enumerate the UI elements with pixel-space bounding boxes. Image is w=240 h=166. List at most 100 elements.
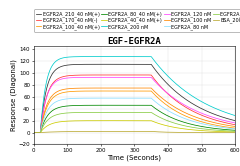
BSA_200nM bbox=[117, 130, 120, 132]
EGFR2A_100 nM bbox=[119, 87, 121, 89]
EGFR2A_40_40 nM(+) bbox=[218, 130, 221, 132]
EGFR2A_40 nM bbox=[117, 111, 120, 113]
Y-axis label: Response (Diagonal): Response (Diagonal) bbox=[11, 60, 17, 131]
EGFR2A_40_40 nM(+) bbox=[32, 131, 35, 133]
EGFR2A_100_40 nM(+) bbox=[32, 131, 35, 133]
EGFR2A_120 nM bbox=[32, 131, 35, 133]
X-axis label: Time (Seconds): Time (Seconds) bbox=[108, 154, 161, 161]
EGFR2A_200 nM bbox=[228, 113, 230, 115]
EGFR2A_80 nM bbox=[119, 97, 121, 99]
EGFR2A_40 nM bbox=[119, 111, 121, 113]
Line: EGFR2A_210_40 nM(+): EGFR2A_210_40 nM(+) bbox=[34, 64, 235, 132]
BSA_200nM bbox=[234, 131, 237, 133]
Line: EGFR2A_100 nM: EGFR2A_100 nM bbox=[34, 88, 235, 132]
EGFR2A_40 nM bbox=[228, 130, 230, 132]
EGFR2A_120 nM bbox=[234, 122, 237, 124]
EGFR2A_210_40 nM(+) bbox=[117, 63, 120, 65]
EGFR2A_100 nM bbox=[228, 124, 230, 126]
Title: EGF-EGFR2A: EGF-EGFR2A bbox=[108, 37, 161, 46]
EGFR2A_120 nM bbox=[128, 76, 131, 78]
EGFR2A_120 nM bbox=[117, 76, 120, 78]
EGFR2A_100 nM bbox=[179, 109, 181, 111]
EGFR2A_80_40 nM(+) bbox=[32, 131, 35, 133]
EGFR2A_100 nM bbox=[150, 87, 153, 89]
EGFR2A_40_40 nM(+) bbox=[128, 120, 131, 122]
EGFR2A_100_40 nM(+) bbox=[234, 127, 237, 129]
EGFR2A_100 nM bbox=[128, 87, 131, 89]
EGFR2A_170_40 nM(-) bbox=[218, 120, 221, 122]
EGFR2A_80 nM bbox=[150, 97, 153, 99]
EGFR2A_40 nM bbox=[179, 124, 181, 126]
EGFR2A_210_40 nM(+) bbox=[218, 115, 221, 117]
Legend: EGFR2A_210_40 nM(+), EGFR2A_170_40 nM(-), EGFR2A_100_40 nM(+), EGFR2A_80_40 nM(+: EGFR2A_210_40 nM(+), EGFR2A_170_40 nM(-)… bbox=[34, 9, 240, 32]
EGFR2A_40_40 nM(+) bbox=[117, 120, 120, 122]
Line: EGFR2A_40 nM: EGFR2A_40 nM bbox=[34, 112, 235, 132]
EGFR2A_80 nM bbox=[218, 126, 221, 128]
Line: EGFR2A_200 nM: EGFR2A_200 nM bbox=[34, 57, 235, 132]
EGFR2A_40_40 nM(+) bbox=[150, 120, 153, 122]
EGFR2A_170_40 nM(-) bbox=[32, 131, 35, 133]
Line: EGFR2A_120 nM: EGFR2A_120 nM bbox=[34, 77, 235, 132]
BSA_200nM bbox=[228, 131, 230, 133]
EGFR2A_170_40 nM(-) bbox=[234, 124, 237, 126]
EGFR2A_80_40 nM(+) bbox=[179, 120, 181, 122]
EGFR2A_210_40 nM(+) bbox=[128, 63, 131, 65]
BSA_200nM bbox=[218, 131, 221, 133]
EGFR2A_100 nM bbox=[32, 131, 35, 133]
EGFR2A_120 nM bbox=[150, 76, 153, 78]
Line: EGFR2A_40_40 nM(+): EGFR2A_40_40 nM(+) bbox=[34, 121, 235, 132]
BSA_200nM bbox=[150, 130, 153, 132]
EGFR2A_100 nM bbox=[117, 87, 120, 89]
EGFR2A_80 nM bbox=[117, 97, 120, 99]
EGFR2A_120 nM bbox=[179, 101, 181, 103]
EGFR2A_40 nM bbox=[150, 111, 153, 113]
BSA_200nM bbox=[128, 130, 131, 132]
EGFR2A_170_40 nM(-) bbox=[119, 74, 121, 76]
EGFR2A_80_40 nM(+) bbox=[218, 128, 221, 130]
Line: EGFR2A_80_40 nM(+): EGFR2A_80_40 nM(+) bbox=[34, 105, 235, 132]
EGFR2A_40 nM bbox=[128, 111, 131, 113]
BSA_200nM bbox=[32, 131, 35, 133]
BSA_200nM bbox=[119, 130, 121, 132]
EGFR2A_100_40 nM(+) bbox=[128, 90, 131, 92]
BSA_200nM bbox=[179, 131, 181, 133]
Line: EGFR2A_80 nM: EGFR2A_80 nM bbox=[34, 98, 235, 132]
EGFR2A_40_40 nM(+) bbox=[228, 131, 230, 133]
EGFR2A_40_40 nM(+) bbox=[179, 127, 181, 129]
EGFR2A_210_40 nM(+) bbox=[32, 131, 35, 133]
EGFR2A_200 nM bbox=[179, 86, 181, 88]
EGFR2A_200 nM bbox=[218, 109, 221, 111]
EGFR2A_80_40 nM(+) bbox=[150, 104, 153, 106]
Line: BSA_200nM: BSA_200nM bbox=[34, 131, 235, 132]
EGFR2A_210_40 nM(+) bbox=[150, 63, 153, 65]
EGFR2A_80_40 nM(+) bbox=[117, 104, 120, 106]
EGFR2A_40_40 nM(+) bbox=[119, 120, 121, 122]
EGFR2A_40 nM bbox=[218, 129, 221, 131]
EGFR2A_80 nM bbox=[234, 128, 237, 130]
EGFR2A_100_40 nM(+) bbox=[218, 125, 221, 127]
EGFR2A_200 nM bbox=[117, 56, 120, 58]
EGFR2A_170_40 nM(-) bbox=[228, 123, 230, 124]
EGFR2A_170_40 nM(-) bbox=[128, 74, 131, 76]
EGFR2A_100_40 nM(+) bbox=[119, 90, 121, 92]
EGFR2A_40 nM bbox=[32, 131, 35, 133]
EGFR2A_80_40 nM(+) bbox=[234, 129, 237, 131]
EGFR2A_210_40 nM(+) bbox=[179, 94, 181, 96]
Line: EGFR2A_100_40 nM(+): EGFR2A_100_40 nM(+) bbox=[34, 91, 235, 132]
EGFR2A_100_40 nM(+) bbox=[150, 90, 153, 92]
EGFR2A_120 nM bbox=[218, 118, 221, 120]
EGFR2A_100_40 nM(+) bbox=[179, 112, 181, 114]
EGFR2A_80_40 nM(+) bbox=[128, 104, 131, 106]
EGFR2A_40_40 nM(+) bbox=[234, 131, 237, 133]
EGFR2A_80 nM bbox=[128, 97, 131, 99]
Line: EGFR2A_170_40 nM(-): EGFR2A_170_40 nM(-) bbox=[34, 75, 235, 132]
EGFR2A_120 nM bbox=[228, 121, 230, 123]
EGFR2A_100_40 nM(+) bbox=[117, 90, 120, 92]
EGFR2A_100_40 nM(+) bbox=[228, 126, 230, 128]
EGFR2A_80_40 nM(+) bbox=[228, 129, 230, 131]
EGFR2A_100 nM bbox=[218, 123, 221, 125]
EGFR2A_200 nM bbox=[119, 56, 121, 58]
EGFR2A_80_40 nM(+) bbox=[119, 104, 121, 106]
EGFR2A_80 nM bbox=[228, 127, 230, 129]
EGFR2A_210_40 nM(+) bbox=[234, 120, 237, 122]
